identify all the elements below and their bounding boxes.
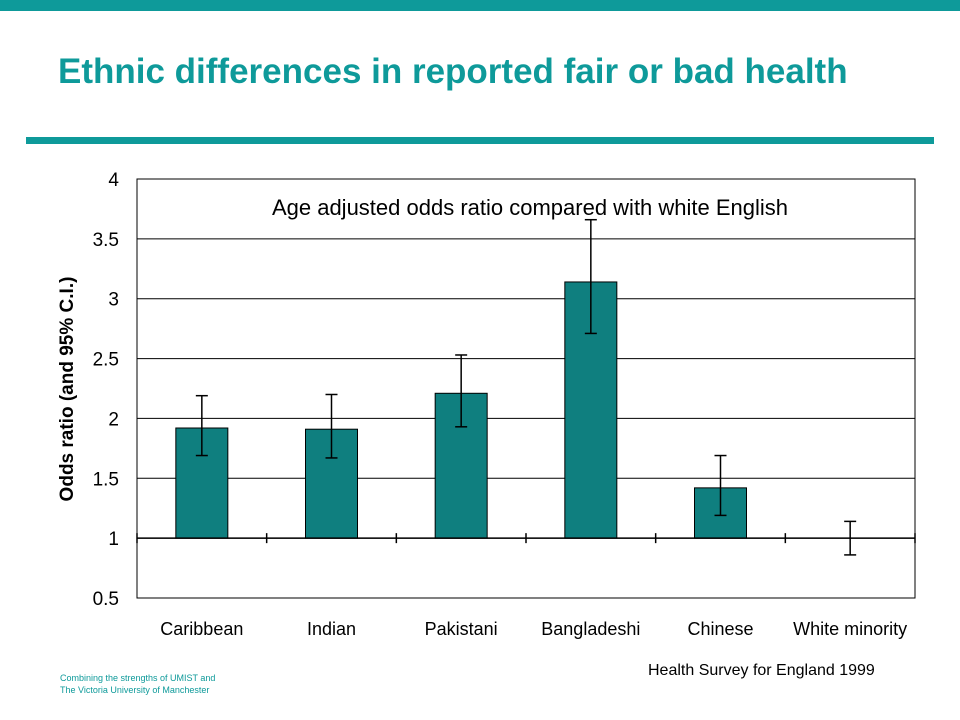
- x-tick-label: Indian: [307, 619, 356, 639]
- footer-credit: Combining the strengths of UMIST and The…: [60, 672, 300, 696]
- chart-title: Age adjusted odds ratio compared with wh…: [272, 195, 788, 220]
- y-tick-label: 0.5: [93, 589, 119, 610]
- axes: [136, 533, 916, 544]
- x-tick-label: Pakistani: [425, 619, 498, 639]
- source-note: Health Survey for England 1999: [648, 662, 875, 679]
- slide-title: Ethnic differences in reported fair or b…: [58, 52, 848, 91]
- y-tick-label: 1: [108, 529, 119, 550]
- gridlines: [137, 178, 915, 539]
- x-tick-label: Bangladeshi: [541, 619, 640, 639]
- footer-line-1: Combining the strengths of UMIST and: [60, 673, 216, 683]
- y-tick-label: 3.5: [93, 230, 119, 251]
- x-tick-label: Chinese: [687, 619, 753, 639]
- error-bars: [195, 218, 857, 556]
- plot-area-frame: [136, 178, 916, 599]
- footer-line-2: The Victoria University of Manchester: [60, 685, 210, 695]
- y-tick-label: 2: [108, 409, 119, 430]
- y-axis-label: Odds ratio (and 95% C.I.): [57, 277, 78, 502]
- title-underline: [26, 137, 934, 144]
- y-tick-label: 2.5: [93, 350, 119, 371]
- y-tick-label: 3: [108, 290, 119, 311]
- x-tick-label: Caribbean: [160, 619, 243, 639]
- tick-labels: 0.5 1 1.5 2 2.5 3 3.5 4 Caribbean Indian Pakistani…: [93, 170, 908, 639]
- x-tick-label: White minority: [793, 619, 907, 639]
- y-tick-label: 1.5: [93, 469, 119, 490]
- y-tick-label: 4: [108, 170, 119, 191]
- top-accent-bar: [0, 0, 960, 11]
